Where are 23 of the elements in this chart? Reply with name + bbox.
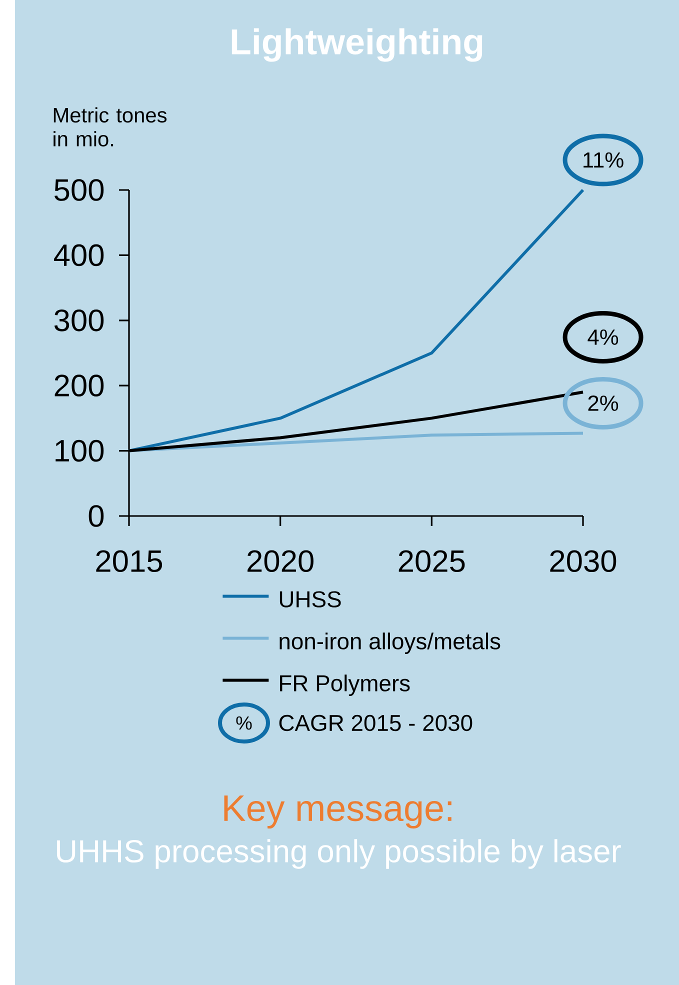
x-tick-label: 2030 (550, 550, 616, 572)
text: % (236, 716, 252, 730)
x-tick-label: 2020 (248, 550, 314, 572)
legend-label: UHSS (280, 591, 341, 608)
y-tick-label: 500 (54, 179, 104, 201)
text: CAGR 2015 - 2030 (279, 714, 472, 732)
x-tick-label: 2015 (96, 550, 162, 572)
chart-title: Lightweighting (232, 28, 482, 62)
text: UHHS processing only possible by laser (56, 839, 621, 869)
legend-label: FR Polymers (280, 674, 410, 696)
y-tick-label: 400 (54, 244, 104, 266)
y-tick-label: 0 (88, 505, 104, 527)
line-series (128, 188, 585, 452)
y-tick-label: 100 (56, 440, 104, 462)
text: 4% (588, 330, 618, 345)
y-axis-title: Metric tones in mio. (54, 107, 167, 146)
text: 11% (584, 152, 624, 168)
y-tick-label: 300 (54, 309, 104, 332)
legend-label: non-iron alloys/metals (280, 632, 500, 654)
text: Key message: (224, 796, 452, 829)
y-tick-label: 200 (54, 374, 104, 397)
text: 2% (588, 395, 618, 411)
x-tick-label: 2025 (398, 550, 465, 572)
